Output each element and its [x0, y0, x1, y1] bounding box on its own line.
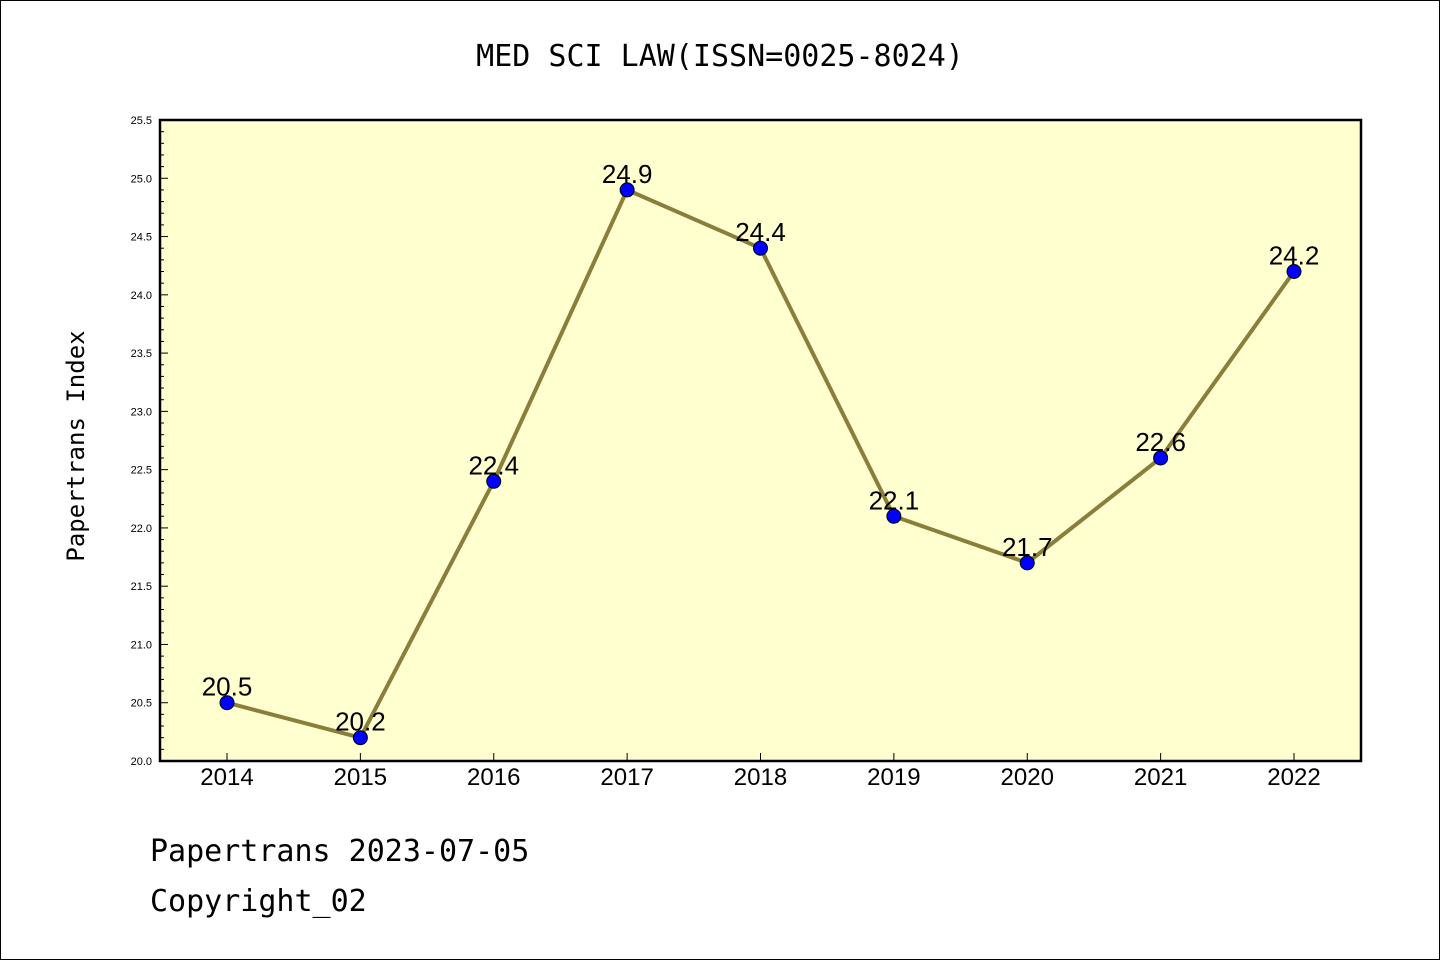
y-tick-label: 25.5 [131, 115, 152, 127]
plot-area [160, 120, 1361, 761]
y-tick-label: 23.0 [131, 406, 152, 418]
data-point [886, 508, 902, 524]
data-label: 24.2 [1269, 241, 1320, 271]
data-point [753, 240, 768, 256]
data-point [219, 695, 235, 711]
data-label: 22.1 [869, 485, 920, 515]
x-tick-label: 2015 [334, 764, 387, 791]
y-tick-label: 20.5 [131, 698, 152, 710]
data-label: 20.2 [335, 707, 386, 737]
y-tick-label: 21.5 [131, 581, 152, 593]
y-tick-label: 21.0 [131, 639, 152, 651]
data-label: 21.7 [1002, 532, 1053, 562]
footer-date: Papertrans 2023-07-05 [150, 834, 530, 869]
data-label: 24.9 [602, 159, 653, 189]
y-tick-label: 25.0 [131, 173, 152, 185]
data-point [1153, 450, 1169, 466]
data-label: 24.4 [735, 217, 786, 247]
x-axis: 2014 2015 2016 2017 2018 2019 2020 2021 2022 [200, 753, 1321, 791]
data-point [486, 473, 502, 489]
x-tick-label: 2014 [200, 764, 253, 791]
data-point [1019, 555, 1035, 571]
y-tick-label: 24.0 [131, 290, 152, 302]
y-tick-label: 20.0 [131, 756, 152, 768]
x-tick-label: 2016 [467, 764, 520, 791]
x-tick-label: 2019 [867, 764, 920, 791]
footer-copyright: Copyright_02 [150, 884, 367, 919]
data-labels: 20.5 20.2 22.4 24.9 24.4 22.1 21.7 22.6 24.2 [202, 159, 1320, 737]
series-markers [219, 182, 1302, 746]
y-tick-label: 24.5 [131, 232, 152, 244]
x-tick-label: 2021 [1134, 764, 1187, 791]
x-tick-label: 2018 [734, 764, 787, 791]
x-tick-label: 2022 [1267, 764, 1320, 791]
x-tick-label: 2017 [600, 764, 653, 791]
data-point [1286, 264, 1302, 280]
y-axis-label: Papertrans Index [62, 330, 90, 561]
data-label: 20.5 [202, 672, 253, 702]
y-tick-label: 23.5 [131, 348, 152, 360]
data-point [352, 730, 368, 746]
data-label: 22.4 [468, 450, 519, 480]
y-tick-label: 22.5 [131, 465, 152, 477]
x-tick-label: 2020 [1001, 764, 1054, 791]
y-tick-label: 22.0 [131, 523, 152, 535]
data-point [619, 182, 635, 198]
data-label: 22.6 [1135, 427, 1186, 457]
y-axis: 20.0 20.5 21.0 21.5 22.0 22.5 23.0 23.5 24.0 24.5… [131, 115, 168, 768]
plot-border [158, 118, 1363, 763]
chart-title: MED SCI LAW(ISSN=0025-8024) [476, 39, 964, 74]
